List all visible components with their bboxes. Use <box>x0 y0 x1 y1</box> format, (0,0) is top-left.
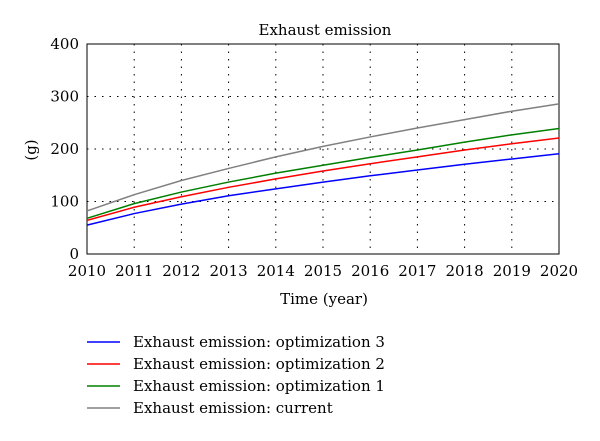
grid-lines <box>87 44 559 254</box>
series-line <box>86 137 560 222</box>
legend-label: Exhaust emission: optimization 2 <box>133 355 385 373</box>
x-axis-title: Time (year) <box>280 290 368 308</box>
x-tick-label: 2018 <box>446 262 484 280</box>
legend-label: Exhaust emission: current <box>133 399 333 417</box>
x-tick-label: 2012 <box>162 262 200 280</box>
x-tick-label: 2017 <box>398 262 436 280</box>
x-tick-label: 2016 <box>351 262 389 280</box>
series-lines <box>86 103 560 226</box>
y-tick-label: 300 <box>50 88 79 106</box>
y-axis-ticks: 0 100 200 300 400 <box>50 35 79 263</box>
y-tick-label: 100 <box>50 193 79 211</box>
chart-title: Exhaust emission <box>259 21 392 39</box>
legend-label: Exhaust emission: optimization 3 <box>133 333 385 351</box>
series-line <box>86 152 560 226</box>
x-tick-label: 2011 <box>115 262 153 280</box>
series-line <box>86 103 560 212</box>
plot-area <box>86 43 560 255</box>
x-tick-label: 2020 <box>540 262 578 280</box>
x-axis-ticks: 2010 2011 2012 2013 2014 2015 2016 2017 2018 2019… <box>68 262 578 280</box>
x-tick-label: 2014 <box>257 262 295 280</box>
y-tick-label: 0 <box>69 245 79 263</box>
legend-label: Exhaust emission: optimization 1 <box>133 377 385 395</box>
x-tick-label: 2013 <box>210 262 248 280</box>
y-tick-label: 400 <box>50 35 79 53</box>
y-tick-label: 200 <box>50 140 79 158</box>
x-tick-label: 2019 <box>493 262 531 280</box>
x-tick-label: 2010 <box>68 262 106 280</box>
y-axis-title: (g) <box>22 139 40 160</box>
series-line <box>86 127 560 220</box>
legend: Exhaust emission: optimization 3 Exhaust … <box>87 333 385 417</box>
x-tick-label: 2015 <box>304 262 342 280</box>
